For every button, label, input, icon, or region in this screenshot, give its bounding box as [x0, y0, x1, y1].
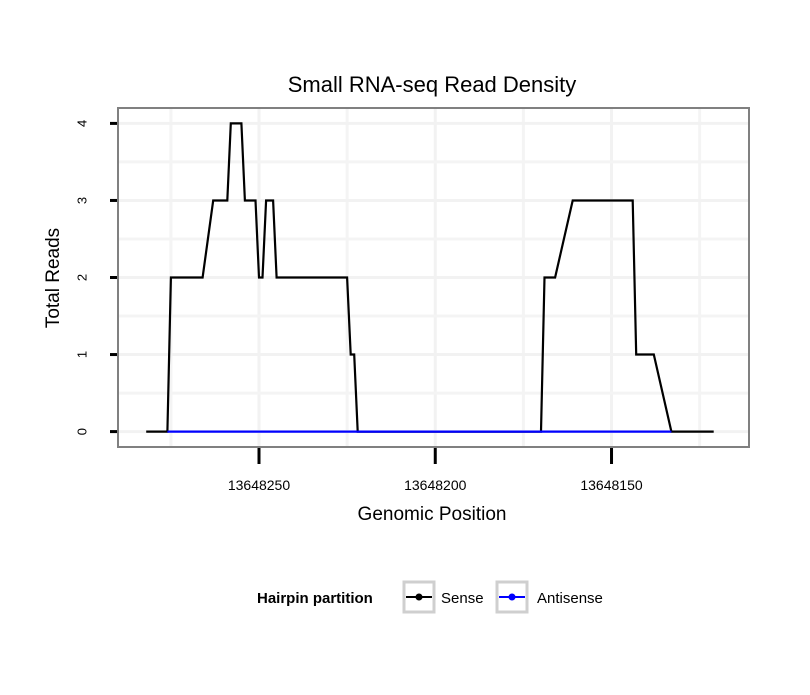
series-layer: [146, 122, 714, 433]
panel-border: [117, 107, 750, 448]
y-axis-label: Total Reads: [43, 228, 64, 328]
legend: Hairpin partition Sense Antisense: [257, 580, 603, 614]
y-tick-label: 3: [74, 197, 89, 204]
chart-title: Small RNA-seq Read Density: [288, 72, 577, 97]
y-axis: 0 1 2 3 4: [74, 120, 117, 435]
plot-panel: [117, 107, 750, 448]
legend-item-antisense: Antisense: [495, 580, 603, 614]
x-tick-label: 13648200: [404, 477, 467, 493]
grid: [118, 108, 749, 447]
y-tick-label: 4: [74, 120, 89, 127]
legend-title: Hairpin partition: [257, 590, 373, 607]
x-axis: 13648250 13648200 13648150: [228, 448, 643, 493]
legend-label-sense: Sense: [441, 590, 484, 607]
y-tick-label: 1: [74, 351, 89, 358]
y-tick-label: 2: [74, 274, 89, 281]
x-axis-label: Genomic Position: [358, 504, 507, 525]
y-tick-label: 0: [74, 428, 89, 435]
x-tick-label: 13648150: [580, 477, 643, 493]
legend-label-antisense: Antisense: [537, 590, 603, 607]
legend-item-sense: Sense: [402, 580, 484, 614]
series-line-sense: [146, 122, 714, 433]
legend-key-point: [508, 593, 516, 601]
x-tick-label: 13648250: [228, 477, 291, 493]
legend-key-point: [415, 593, 423, 601]
